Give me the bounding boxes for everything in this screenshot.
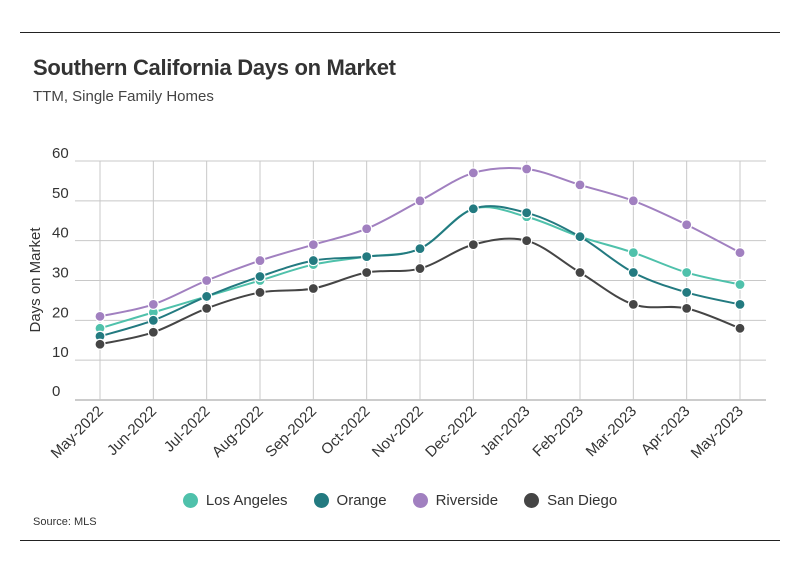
data-point-riverside — [734, 247, 746, 259]
x-tick-label: Apr-2023 — [638, 403, 694, 459]
source-note: Source: MLS — [33, 516, 97, 528]
legend-item-orange: Orange — [313, 492, 387, 509]
data-point-riverside — [307, 239, 319, 251]
data-point-orange — [414, 243, 426, 255]
data-point-san-diego — [681, 302, 693, 314]
y-tick-label: 0 — [52, 383, 60, 400]
legend-swatch — [524, 493, 540, 508]
data-point-orange — [307, 254, 319, 267]
x-tick-label: Oct-2022 — [318, 403, 374, 459]
legend-swatch — [313, 493, 329, 508]
data-point-los-angeles — [734, 278, 746, 291]
legend-label: San Diego — [547, 492, 618, 509]
data-point-riverside — [254, 254, 266, 267]
data-point-riverside — [574, 179, 586, 191]
data-point-riverside — [521, 163, 533, 175]
data-point-san-diego — [467, 239, 479, 251]
data-point-san-diego — [574, 266, 586, 279]
x-tick-label: May-2023 — [688, 403, 747, 462]
data-point-orange — [254, 270, 266, 283]
x-tick-label: Jun-2022 — [104, 403, 160, 459]
data-point-san-diego — [307, 282, 319, 295]
data-point-riverside — [201, 274, 213, 287]
legend-item-san-diego: San Diego — [524, 492, 617, 509]
x-tick-label: Aug-2022 — [209, 403, 267, 461]
data-point-orange — [627, 266, 639, 279]
data-point-san-diego — [521, 235, 533, 247]
chart-legend: Los Angeles Orange Riverside San Diego — [0, 492, 800, 509]
data-point-los-angeles — [627, 247, 639, 259]
legend-swatch — [412, 493, 428, 508]
y-tick-label: 10 — [52, 344, 69, 361]
data-point-riverside — [627, 195, 639, 207]
y-tick-label: 20 — [52, 304, 69, 321]
x-tick-label: Mar-2023 — [583, 403, 640, 460]
data-point-san-diego — [147, 326, 159, 338]
bottom-rule — [20, 540, 780, 541]
legend-item-los-angeles: Los Angeles — [182, 492, 288, 509]
data-point-riverside — [467, 167, 479, 179]
x-tick-label: Dec-2022 — [422, 403, 480, 461]
chart-title: Southern California Days on Market — [33, 55, 396, 80]
y-tick-label: 50 — [52, 185, 69, 202]
chart-subtitle: TTM, Single Family Homes — [33, 88, 214, 105]
x-tick-label: Jan-2023 — [477, 403, 533, 459]
data-point-san-diego — [627, 298, 639, 310]
x-tick-label: Jul-2022 — [161, 403, 214, 456]
top-rule — [20, 32, 780, 33]
data-point-riverside — [414, 195, 426, 207]
x-tick-label: Sep-2022 — [262, 403, 320, 461]
legend-label: Orange — [336, 492, 387, 509]
data-point-san-diego — [254, 286, 266, 299]
y-tick-label: 60 — [52, 145, 69, 162]
data-point-orange — [574, 231, 586, 243]
data-point-orange — [361, 251, 373, 263]
legend-swatch — [182, 493, 198, 508]
legend-label: Riverside — [435, 492, 499, 509]
y-tick-label: 40 — [52, 225, 69, 242]
data-point-orange — [521, 207, 533, 219]
data-point-riverside — [361, 223, 373, 235]
data-point-orange — [734, 298, 746, 310]
data-point-san-diego — [361, 266, 373, 279]
legend-label: Los Angeles — [205, 492, 288, 509]
y-tick-label: 30 — [52, 265, 69, 282]
legend-item-riverside: Riverside — [412, 492, 499, 509]
x-tick-label: Nov-2022 — [369, 403, 427, 461]
x-tick-label: Feb-2023 — [529, 403, 586, 460]
data-point-orange — [467, 203, 479, 215]
data-point-riverside — [681, 219, 693, 231]
data-point-orange — [201, 290, 213, 303]
data-point-san-diego — [734, 322, 746, 334]
data-point-san-diego — [414, 262, 426, 275]
data-point-riverside — [94, 310, 106, 322]
data-point-orange — [147, 314, 159, 326]
data-point-riverside — [147, 298, 159, 310]
data-point-los-angeles — [681, 266, 693, 279]
y-axis-title: Days on Market — [27, 227, 44, 333]
data-point-san-diego — [94, 338, 106, 350]
x-tick-label: May-2022 — [48, 403, 107, 462]
data-point-orange — [681, 286, 693, 299]
data-point-san-diego — [201, 302, 213, 314]
